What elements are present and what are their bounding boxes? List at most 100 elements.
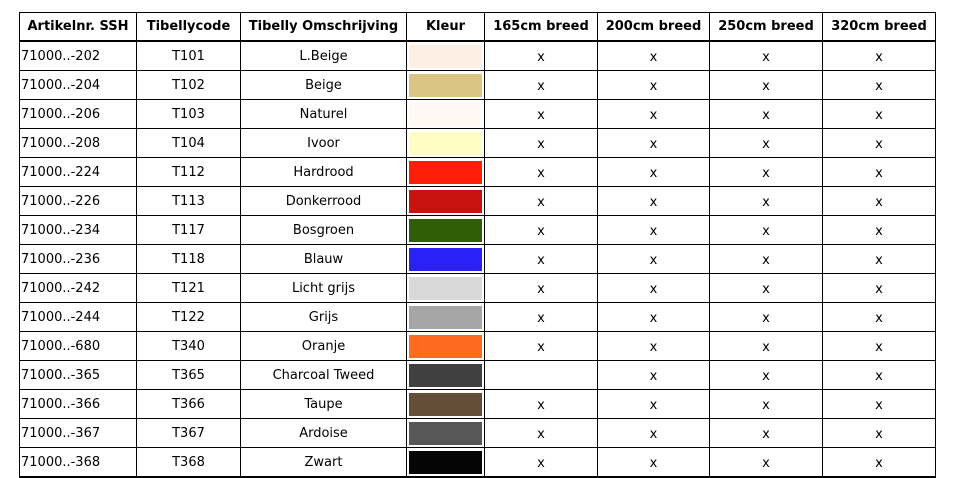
width-320-cell: x <box>822 273 936 303</box>
omschrijving-cell: L.Beige <box>240 40 407 71</box>
omschrijving-cell: Ardoise <box>240 418 407 448</box>
table-row: 71000..-208 T104 Ivoor x x x x <box>19 128 936 158</box>
header-row: Artikelnr. SSH Tibellycode Tibelly Omsch… <box>19 12 936 42</box>
artikelnr-cell: 71000..-242 <box>19 273 137 303</box>
kleur-cell <box>406 70 485 100</box>
width-165-cell: x <box>484 418 598 448</box>
omschrijving-cell: Blauw <box>240 244 407 274</box>
color-width-table: Artikelnr. SSH Tibellycode Tibelly Omsch… <box>19 12 936 478</box>
width-200-cell: x <box>597 157 710 187</box>
table-row: 71000..-224 T112 Hardrood x x x x <box>19 157 936 187</box>
color-swatch <box>409 189 482 213</box>
tibellycode-cell: T121 <box>136 273 241 303</box>
kleur-cell <box>406 331 485 361</box>
width-320-cell: x <box>822 389 936 419</box>
kleur-cell <box>406 273 485 303</box>
kleur-cell <box>406 244 485 274</box>
width-320-cell: x <box>822 99 936 129</box>
tibellycode-cell: T122 <box>136 302 241 332</box>
omschrijving-cell: Ivoor <box>240 128 407 158</box>
width-200-cell: x <box>597 418 710 448</box>
omschrijving-cell: Charcoal Tweed <box>240 360 407 390</box>
table-row: 71000..-366 T366 Taupe x x x x <box>19 389 936 419</box>
kleur-cell <box>406 99 485 129</box>
table-row: 71000..-680 T340 Oranje x x x x <box>19 331 936 361</box>
header-kleur: Kleur <box>406 12 485 42</box>
artikelnr-cell: 71000..-208 <box>19 128 137 158</box>
color-swatch <box>409 102 482 126</box>
artikelnr-cell: 71000..-368 <box>19 447 137 478</box>
color-swatch <box>409 44 482 68</box>
color-swatch <box>409 363 482 387</box>
width-320-cell: x <box>822 157 936 187</box>
artikelnr-cell: 71000..-680 <box>19 331 137 361</box>
header-artikelnr: Artikelnr. SSH <box>19 12 137 42</box>
width-165-cell: x <box>484 331 598 361</box>
color-swatch <box>409 450 482 474</box>
width-320-cell: x <box>822 244 936 274</box>
width-165-cell: x <box>484 157 598 187</box>
tibellycode-cell: T340 <box>136 331 241 361</box>
artikelnr-cell: 71000..-234 <box>19 215 137 245</box>
width-250-cell: x <box>709 389 823 419</box>
width-165-cell: x <box>484 244 598 274</box>
table-row: 71000..-244 T122 Grijs x x x x <box>19 302 936 332</box>
table-row: 71000..-367 T367 Ardoise x x x x <box>19 418 936 448</box>
header-tibellycode: Tibellycode <box>136 12 241 42</box>
width-165-cell: x <box>484 99 598 129</box>
color-swatch <box>409 247 482 271</box>
tibellycode-cell: T367 <box>136 418 241 448</box>
tibellycode-cell: T117 <box>136 215 241 245</box>
width-250-cell: x <box>709 157 823 187</box>
tibellycode-cell: T113 <box>136 186 241 216</box>
width-250-cell: x <box>709 128 823 158</box>
omschrijving-cell: Oranje <box>240 331 407 361</box>
omschrijving-cell: Zwart <box>240 447 407 478</box>
width-165-cell: x <box>484 273 598 303</box>
omschrijving-cell: Naturel <box>240 99 407 129</box>
tibellycode-cell: T103 <box>136 99 241 129</box>
header-omschrijving: Tibelly Omschrijving <box>240 12 407 42</box>
width-165-cell: x <box>484 302 598 332</box>
header-320cm: 320cm breed <box>822 12 936 42</box>
width-320-cell: x <box>822 70 936 100</box>
width-165-cell: x <box>484 70 598 100</box>
artikelnr-cell: 71000..-206 <box>19 99 137 129</box>
tibellycode-cell: T112 <box>136 157 241 187</box>
color-swatch <box>409 334 482 358</box>
header-250cm: 250cm breed <box>709 12 823 42</box>
table-row: 71000..-242 T121 Licht grijs x x x x <box>19 273 936 303</box>
width-250-cell: x <box>709 244 823 274</box>
artikelnr-cell: 71000..-244 <box>19 302 137 332</box>
kleur-cell <box>406 447 485 478</box>
width-165-cell: x <box>484 215 598 245</box>
table-body: 71000..-202 T101 L.Beige x x x x 71000..-204 T10… <box>19 40 936 478</box>
width-250-cell: x <box>709 302 823 332</box>
color-swatch <box>409 305 482 329</box>
omschrijving-cell: Taupe <box>240 389 407 419</box>
kleur-cell <box>406 40 485 71</box>
width-165-cell: x <box>484 128 598 158</box>
width-320-cell: x <box>822 186 936 216</box>
tibellycode-cell: T368 <box>136 447 241 478</box>
width-200-cell: x <box>597 40 710 71</box>
width-320-cell: x <box>822 302 936 332</box>
kleur-cell <box>406 215 485 245</box>
width-200-cell: x <box>597 273 710 303</box>
kleur-cell <box>406 360 485 390</box>
kleur-cell <box>406 128 485 158</box>
kleur-cell <box>406 302 485 332</box>
color-swatch <box>409 131 482 155</box>
width-200-cell: x <box>597 70 710 100</box>
table-row: 71000..-204 T102 Beige x x x x <box>19 70 936 100</box>
width-200-cell: x <box>597 99 710 129</box>
width-320-cell: x <box>822 128 936 158</box>
table-row: 71000..-206 T103 Naturel x x x x <box>19 99 936 129</box>
artikelnr-cell: 71000..-367 <box>19 418 137 448</box>
kleur-cell <box>406 389 485 419</box>
width-200-cell: x <box>597 215 710 245</box>
table-row: 71000..-226 T113 Donkerrood x x x x <box>19 186 936 216</box>
omschrijving-cell: Beige <box>240 70 407 100</box>
artikelnr-cell: 71000..-224 <box>19 157 137 187</box>
width-200-cell: x <box>597 331 710 361</box>
